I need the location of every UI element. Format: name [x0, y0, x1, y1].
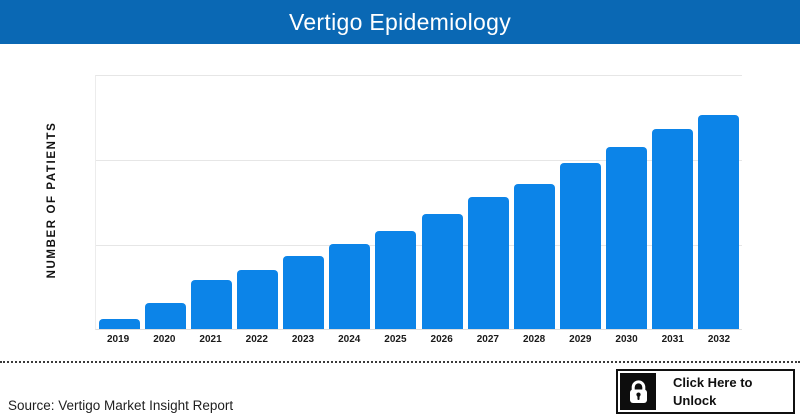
unlock-button-label: Click Here to Unlock: [673, 374, 753, 408]
bar-slot: [188, 74, 234, 329]
bar-2020: [144, 303, 186, 329]
x-tick-label: 2029: [569, 334, 592, 345]
x-tick-label: 2032: [707, 334, 731, 345]
bar-2028: [513, 184, 555, 329]
x-tick-label: 2021: [199, 334, 222, 345]
x-tick-label: 2027: [476, 334, 499, 345]
bar-slot: [650, 74, 696, 329]
x-tick-label: 2022: [245, 334, 268, 345]
bar-2025: [375, 231, 417, 329]
separator-dotted-line: [0, 361, 800, 363]
bar-slot: [511, 74, 557, 329]
lock-icon-box: [620, 373, 656, 410]
plot-area: [95, 75, 742, 330]
bar-2022: [236, 270, 278, 329]
x-tick-label: 2025: [384, 334, 407, 345]
bar-2021: [190, 280, 232, 329]
bar-slot: [142, 74, 188, 329]
bar-slot: [604, 74, 650, 329]
bar-slot: [281, 74, 327, 329]
page-title: Vertigo Epidemiology: [288, 8, 512, 35]
bar-slot: [696, 74, 742, 329]
bar-slot: [465, 74, 511, 329]
lock-icon: [629, 380, 647, 403]
bar-2023: [283, 256, 325, 329]
bar-2019: [98, 319, 140, 329]
bar-slot: [234, 74, 280, 329]
bar-2027: [467, 197, 509, 329]
x-tick-label: 2028: [522, 334, 546, 345]
unlock-button[interactable]: Click Here to Unlock: [616, 369, 795, 414]
header-bar: Vertigo Epidemiology: [0, 0, 800, 44]
x-tick-label: 2026: [430, 334, 453, 345]
x-tick-label: 2031: [661, 334, 684, 345]
bar-slot: [327, 74, 373, 329]
bar-slot: [373, 74, 419, 329]
gridline: [96, 245, 742, 246]
x-tick-label: 2024: [338, 334, 361, 345]
bar-slot: [96, 74, 142, 329]
source-text: Source: Vertigo Market Insight Report: [8, 398, 234, 413]
bar-slot: [419, 74, 465, 329]
x-tick-label: 2019: [106, 334, 130, 345]
bar-2031: [652, 129, 694, 329]
bars: [96, 74, 742, 329]
gridline: [96, 160, 742, 161]
bar-slot: [557, 74, 603, 329]
bar-2032: [698, 115, 740, 329]
bar-2029: [559, 163, 601, 329]
x-labels: 2019 2020 2021 2022 2023 2024 2025 2026 2027 2028…: [95, 334, 742, 345]
bar-2024: [329, 244, 371, 329]
x-tick-label: 2030: [615, 334, 638, 345]
bar-2030: [606, 147, 648, 329]
y-axis-label: NUMBER OF PATIENTS: [46, 121, 58, 279]
bar-2026: [421, 214, 463, 329]
x-tick-label: 2020: [153, 334, 176, 345]
x-tick-label: 2023: [291, 334, 315, 345]
